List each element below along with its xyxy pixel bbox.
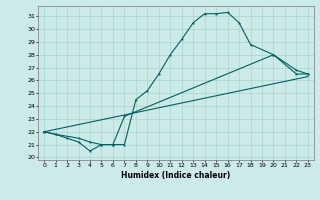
X-axis label: Humidex (Indice chaleur): Humidex (Indice chaleur) [121,171,231,180]
